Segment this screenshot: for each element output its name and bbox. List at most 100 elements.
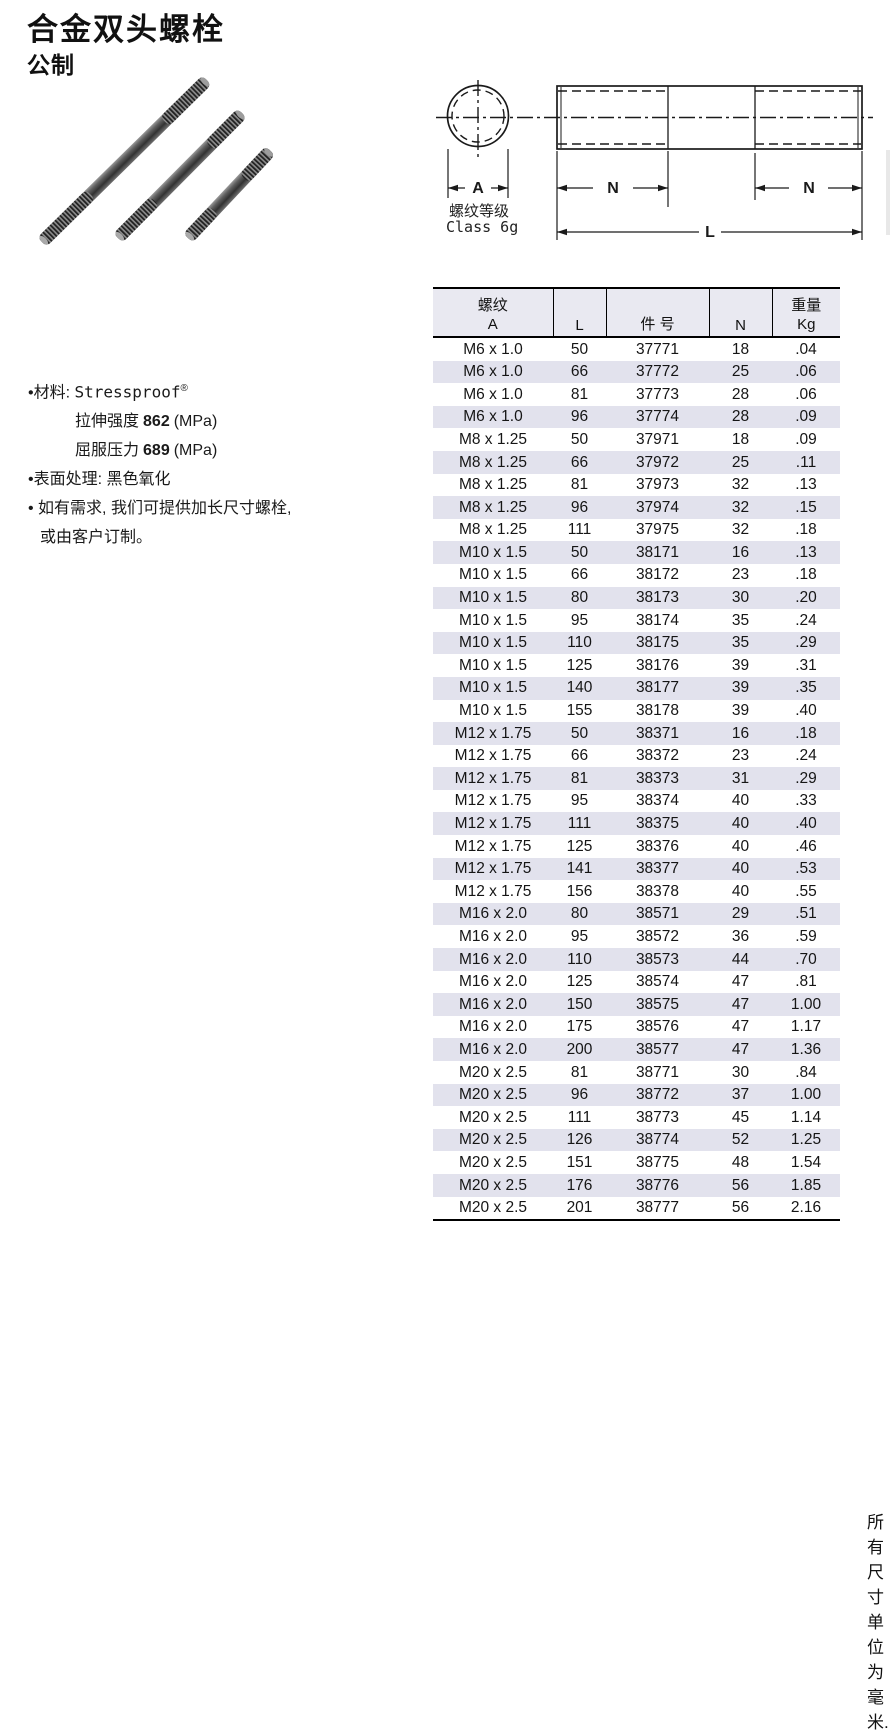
col-header-thread-top: 螺纹 [477, 297, 508, 314]
table-row: M12 x 1.75 111 38375 40 .40 [433, 812, 840, 836]
table-cell: .40 [795, 815, 817, 833]
table-cell: 150 [566, 995, 593, 1013]
table-cell: 45 [731, 1108, 750, 1126]
col-header-n: N [709, 288, 773, 338]
table-cell: M10 x 1.5 [458, 611, 528, 629]
table-row: M16 x 2.0 125 38574 47 .81 [433, 971, 840, 994]
table-cell: M20 x 2.5 [458, 1063, 528, 1081]
table-cell: 16 [731, 724, 750, 742]
table-cell: M8 x 1.25 [458, 521, 528, 539]
table-row: M20 x 2.5 126 38774 52 1.25 [433, 1128, 840, 1152]
table-cell: M10 x 1.5 [458, 634, 528, 652]
table-cell: 38374 [635, 792, 680, 810]
table-cell: .40 [795, 702, 817, 720]
table-cell: 48 [731, 1153, 750, 1171]
material-name: Stressproof [74, 382, 181, 402]
table-row: M12 x 1.75 66 38372 23 .24 [433, 745, 840, 768]
table-cell: 40 [731, 837, 750, 855]
table-cell: 50 [570, 724, 589, 742]
table-cell: .59 [795, 927, 817, 945]
table-cell: M8 x 1.25 [458, 498, 528, 516]
table-row: M10 x 1.5 50 38171 16 .13 [433, 541, 840, 564]
table-cell: M20 x 2.5 [458, 1108, 528, 1126]
table-cell: 47 [731, 973, 750, 991]
table-cell: 37972 [635, 453, 680, 471]
dimension-a-label: A [472, 180, 484, 197]
table-cell: .18 [795, 724, 817, 742]
table-cell: .13 [795, 476, 817, 494]
table-cell: .35 [795, 679, 817, 697]
table-cell: 81 [570, 476, 589, 494]
table-cell: 66 [570, 747, 589, 765]
table-row: M12 x 1.75 95 38374 40 .33 [433, 790, 840, 813]
table-cell: 110 [567, 634, 592, 652]
table-cell: 38774 [635, 1131, 680, 1149]
table-cell: 37772 [635, 363, 680, 381]
table-cell: M12 x 1.75 [454, 837, 532, 855]
table-row: M8 x 1.25 50 37971 18 .09 [433, 428, 840, 451]
table-cell: 39 [731, 656, 750, 674]
table-row: M16 x 2.0 110 38573 44 .70 [433, 948, 840, 971]
table-cell: 40 [731, 792, 750, 810]
dimension-n-left-label: N [607, 180, 619, 197]
product-photo [39, 77, 274, 245]
table-cell: 25 [731, 453, 750, 471]
table-row: M20 x 2.5 176 38776 56 1.85 [433, 1173, 840, 1197]
spec-table-wrap: 螺纹 A L 件 号 N 重量 Kg M6 x 1.0 50 37771 18.04 M… [433, 287, 889, 1732]
table-cell: M10 x 1.5 [458, 702, 528, 720]
table-cell: 151 [566, 1153, 593, 1171]
table-cell: M12 x 1.75 [454, 724, 532, 742]
stud-short [185, 148, 274, 241]
table-cell: 37975 [635, 521, 680, 539]
table-cell: 36 [731, 927, 750, 945]
table-cell: M20 x 2.5 [458, 1153, 528, 1171]
table-cell: M12 x 1.75 [454, 769, 532, 787]
table-cell: 38178 [635, 702, 680, 720]
table-cell: .53 [795, 860, 817, 878]
table-row: M10 x 1.5 66 38172 23 .18 [433, 564, 840, 587]
table-cell: 16 [731, 543, 750, 561]
tensile-unit: (MPa) [173, 413, 218, 431]
table-row: M16 x 2.0 175 38576 47 1.17 [433, 1016, 840, 1039]
table-cell: M10 x 1.5 [458, 679, 528, 697]
table-row: M8 x 1.25 111 37975 32 .18 [433, 519, 840, 542]
table-cell: 28 [731, 408, 750, 426]
table-cell: M10 x 1.5 [458, 589, 528, 607]
table-cell: 38377 [635, 860, 680, 878]
table-row: M16 x 2.0 200 38577 47 1.36 [433, 1038, 840, 1061]
table-cell: 38371 [635, 724, 680, 742]
table-cell: 44 [731, 950, 750, 968]
table-cell: 47 [731, 995, 750, 1013]
table-cell: 1.14 [790, 1108, 822, 1126]
table-cell: 95 [570, 611, 589, 629]
table-cell: 111 [567, 521, 592, 539]
table-cell: 201 [566, 1199, 593, 1217]
table-cell: 37971 [635, 430, 680, 448]
thread-class-caption-cn: 螺纹等级 [449, 202, 509, 220]
table-cell: .18 [795, 566, 817, 584]
spec-yield: 屈服压力 689 (MPa) [28, 436, 291, 465]
col-header-weight: 重量 Kg [772, 288, 840, 338]
table-row: M20 x 2.5 81 38771 30 .84 [433, 1061, 840, 1084]
table-cell: M10 x 1.5 [458, 656, 528, 674]
table-cell: 81 [570, 1063, 589, 1081]
table-cell: 125 [566, 656, 593, 674]
table-cell: 38573 [635, 950, 680, 968]
table-cell: .11 [795, 453, 817, 471]
table-cell: 126 [566, 1131, 593, 1149]
table-cell: 66 [570, 566, 589, 584]
page-subtitle: 公制 [27, 52, 75, 78]
thread-class-caption-en: Class 6g [446, 218, 518, 236]
table-footnote: 所有尺寸单位为毫米. [867, 1513, 889, 1732]
table-cell: 18 [731, 340, 750, 358]
table-cell: 38575 [635, 995, 680, 1013]
table-cell: M16 x 2.0 [458, 1018, 528, 1036]
table-row: M8 x 1.25 81 37973 32 .13 [433, 474, 840, 497]
table-cell: 37974 [635, 498, 680, 516]
col-header-weight-bottom: Kg [797, 316, 816, 333]
table-cell: 32 [731, 498, 750, 516]
table-cell: 111 [567, 815, 592, 833]
table-cell: .29 [795, 634, 817, 652]
table-cell: 110 [567, 950, 592, 968]
table-cell: 38771 [635, 1063, 680, 1081]
